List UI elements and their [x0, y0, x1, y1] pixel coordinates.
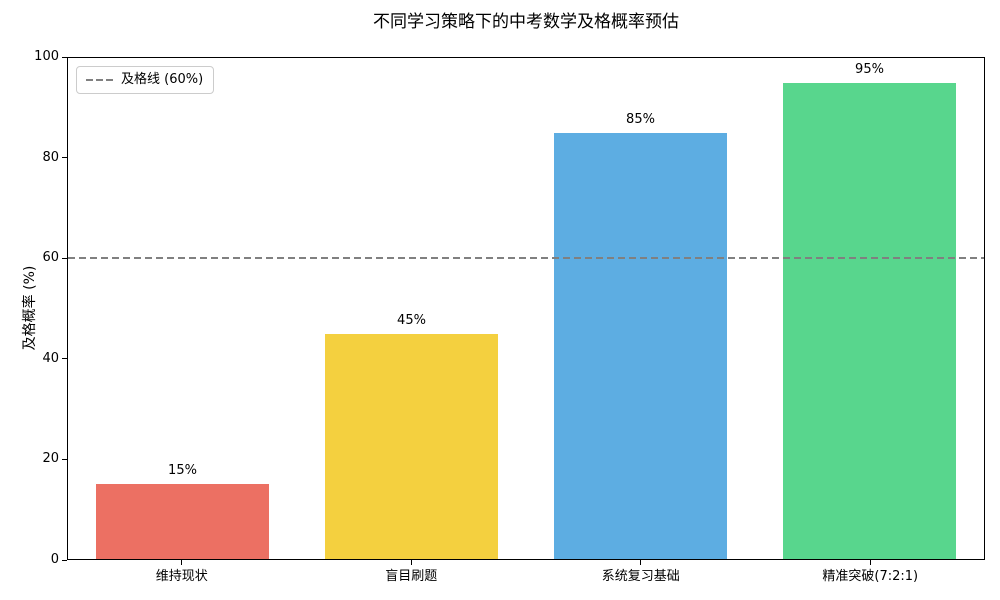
bar	[554, 133, 727, 559]
bar	[96, 483, 269, 559]
x-tick-label: 维持现状	[155, 569, 208, 584]
bar-slot: 15%	[68, 58, 297, 559]
bar	[783, 83, 956, 559]
y-tick-label: 60	[42, 250, 59, 266]
bar-slot: 95%	[755, 58, 984, 559]
y-tick-mark	[62, 559, 67, 561]
y-tick-mark	[62, 157, 67, 159]
bar-value-label: 45%	[397, 312, 426, 328]
bar	[325, 333, 498, 559]
bar-slot: 45%	[297, 58, 526, 559]
bar-slot: 85%	[526, 58, 755, 559]
legend-label: 及格线 (60%)	[121, 72, 204, 87]
x-tick-mark	[410, 560, 412, 565]
x-tick-mark	[640, 560, 642, 565]
x-tick-mark	[181, 560, 183, 565]
chart-title: 不同学习策略下的中考数学及格概率预估	[373, 12, 679, 32]
y-tick-mark	[62, 257, 67, 259]
y-tick-label: 0	[50, 552, 59, 567]
bars-container: 15% 45% 85% 95%	[68, 58, 984, 559]
x-tick-mark	[869, 560, 871, 565]
y-tick-label: 40	[42, 350, 59, 366]
legend: 及格线 (60%)	[76, 66, 215, 94]
bar-value-label: 95%	[855, 62, 884, 78]
y-tick-label: 100	[34, 49, 59, 64]
plot-area: 15% 45% 85% 95% 及格线 (60%)	[67, 57, 985, 560]
y-tick-label: 80	[42, 149, 59, 165]
dashed-line-icon	[86, 79, 113, 81]
y-axis-label-text: 及格概率 (%)	[22, 265, 38, 351]
y-tick-label: 20	[42, 451, 59, 467]
x-tick-label: 系统复习基础	[601, 569, 680, 584]
y-tick-mark	[62, 358, 67, 360]
y-tick-mark	[62, 56, 67, 58]
x-tick-label: 盲目刷题	[385, 569, 438, 584]
pass-threshold-line	[68, 257, 984, 260]
bar-value-label: 15%	[168, 462, 197, 478]
y-tick-mark	[62, 458, 67, 460]
x-tick-label: 精准突破(7:2:1)	[822, 569, 919, 584]
bar-value-label: 85%	[626, 112, 655, 128]
